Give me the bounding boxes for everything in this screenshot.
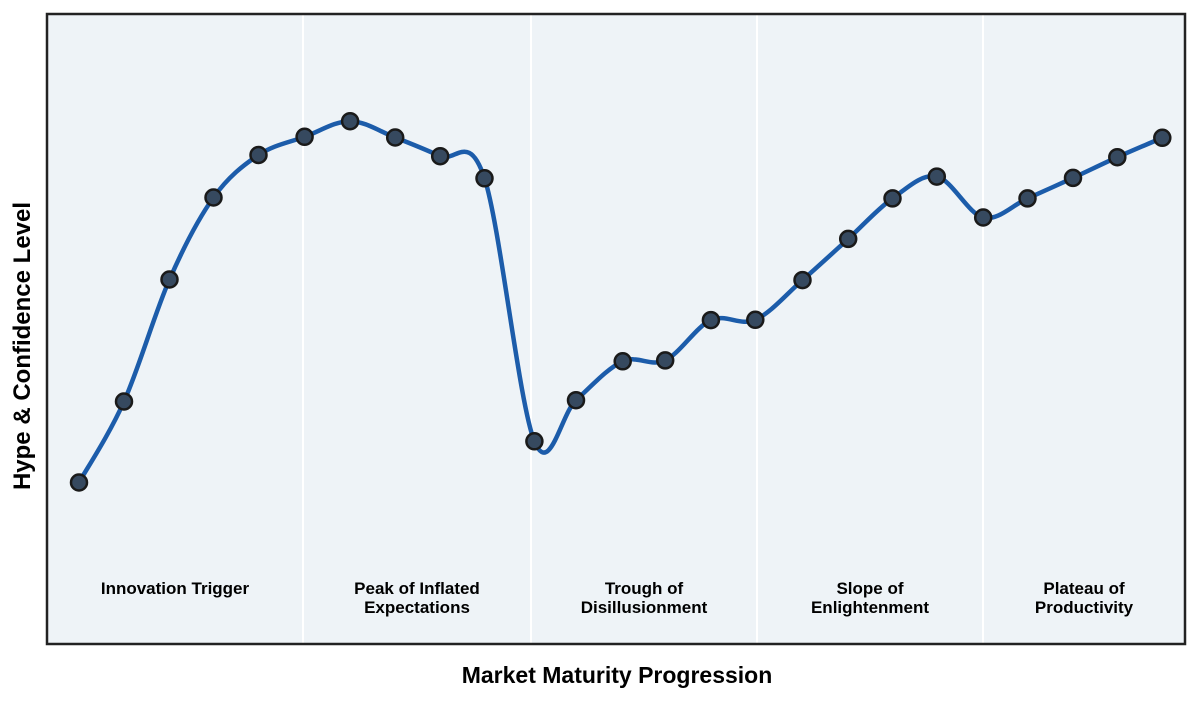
svg-text:Peak of Inflated: Peak of Inflated [354,579,480,598]
svg-text:Plateau of: Plateau of [1043,579,1125,598]
svg-text:Innovation Trigger: Innovation Trigger [101,579,250,598]
svg-text:Expectations: Expectations [364,598,470,617]
svg-text:Hype & Confidence Level: Hype & Confidence Level [9,202,36,490]
svg-text:Market Maturity Progression: Market Maturity Progression [462,662,773,688]
svg-text:Trough of: Trough of [605,579,684,598]
svg-text:Productivity: Productivity [1035,598,1134,617]
svg-text:Disillusionment: Disillusionment [581,598,708,617]
svg-text:Slope of: Slope of [836,579,903,598]
svg-text:Enlightenment: Enlightenment [811,598,929,617]
